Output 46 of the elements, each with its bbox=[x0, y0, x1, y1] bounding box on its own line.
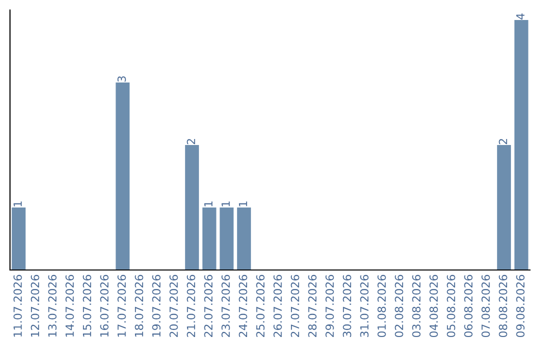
x-tick-label: 22.07.2026 bbox=[204, 274, 213, 337]
x-tick-label: 30.07.2026 bbox=[342, 274, 352, 337]
bar bbox=[514, 20, 528, 270]
data-label: 1 bbox=[204, 201, 212, 206]
x-tick-label: 05.08.2026 bbox=[446, 274, 456, 338]
x-tick-label: 13.07.2026 bbox=[48, 274, 57, 337]
x-tick-label: 19.07.2026 bbox=[152, 274, 161, 337]
x-tick-label: 06.08.2026 bbox=[464, 274, 473, 338]
x-tick-label: 04.08.2026 bbox=[429, 274, 438, 338]
x-tick-label: 21.07.2026 bbox=[186, 274, 196, 337]
bar bbox=[237, 208, 251, 270]
x-tick-label: 12.07.2026 bbox=[30, 274, 40, 337]
x-tick-label: 11.07.2026 bbox=[13, 274, 22, 337]
data-label: 1 bbox=[222, 201, 230, 206]
x-tick-label: 23.07.2026 bbox=[221, 274, 230, 337]
x-tick-label: 24.07.2026 bbox=[238, 274, 248, 337]
x-tick-label: 02.08.2026 bbox=[394, 274, 404, 338]
data-label: 1 bbox=[14, 201, 22, 206]
x-tick-label: 29.07.2026 bbox=[325, 274, 334, 337]
x-tick-label: 31.07.2026 bbox=[360, 274, 369, 337]
data-label: 4 bbox=[516, 14, 524, 20]
data-label: 1 bbox=[238, 201, 248, 206]
bar bbox=[202, 208, 216, 270]
x-tick-label: 14.07.2026 bbox=[65, 274, 74, 337]
data-label: 2 bbox=[498, 139, 508, 144]
data-label: 3 bbox=[117, 76, 126, 82]
x-tick-label: 28.07.2026 bbox=[308, 274, 317, 337]
bar bbox=[185, 145, 199, 270]
x-tick-label: 20.07.2026 bbox=[169, 274, 178, 337]
x-tick-label: 01.08.2026 bbox=[377, 274, 386, 338]
x-tick-label: 25.07.2026 bbox=[256, 274, 265, 337]
bar bbox=[116, 82, 130, 270]
x-tick-label: 03.08.2026 bbox=[412, 274, 421, 338]
x-tick-label: 26.07.2026 bbox=[273, 274, 282, 337]
bar bbox=[497, 145, 511, 270]
bar bbox=[220, 208, 234, 270]
x-tick-label: 09.08.2026 bbox=[516, 274, 525, 338]
x-tick-label: 27.07.2026 bbox=[290, 274, 300, 337]
x-tick-label: 18.07.2026 bbox=[134, 274, 144, 337]
x-tick-label: 08.08.2026 bbox=[498, 274, 508, 338]
x-tick-label: 17.07.2026 bbox=[117, 274, 126, 337]
bar bbox=[12, 208, 26, 270]
x-tick-label: 15.07.2026 bbox=[82, 274, 92, 337]
data-label: 2 bbox=[186, 139, 196, 144]
x-tick-label: 07.08.2026 bbox=[481, 274, 490, 338]
x-tick-label: 16.07.2026 bbox=[100, 274, 109, 337]
